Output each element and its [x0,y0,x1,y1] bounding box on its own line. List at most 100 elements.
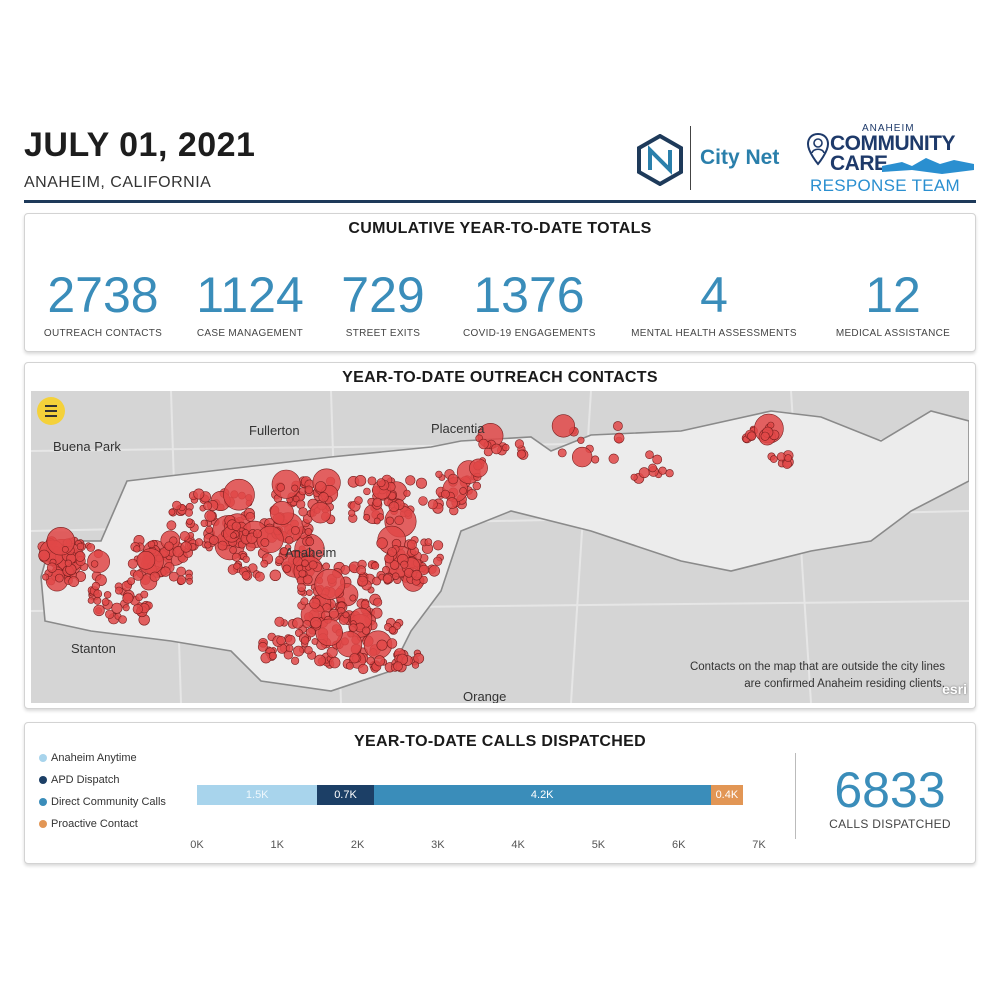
contact-marker [205,525,213,534]
legend-label: Anaheim Anytime [51,752,137,764]
contact-marker [291,484,299,492]
contact-marker [571,446,593,468]
contact-marker [301,559,309,567]
contact-marker [300,597,309,606]
contact-marker [74,551,86,562]
contact-marker [64,559,73,567]
contact-marker [61,545,69,553]
contact-marker [784,454,792,462]
contact-marker [275,555,284,565]
x-tick-label: 3K [431,839,445,851]
x-tick-label: 1K [270,839,285,851]
contact-marker [389,560,400,570]
contact-marker [115,586,123,595]
contact-marker [411,661,420,669]
contact-marker [308,560,318,570]
contact-marker [411,569,423,581]
stat-label: MEDICAL ASSISTANCE [835,328,951,339]
contact-marker [478,438,489,450]
contact-marker [371,607,383,619]
contact-marker [386,638,398,649]
contact-marker [260,559,269,568]
contact-marker [345,661,354,670]
contact-marker [358,663,369,675]
contact-marker [373,597,383,607]
contact-marker [241,570,251,580]
contact-marker [306,589,313,596]
contact-marker [348,509,356,517]
contact-marker [360,599,370,609]
esri-logo: esri [942,681,967,697]
contact-marker [132,604,143,615]
x-tick-label: 6K [671,839,686,851]
map-label-orange: Orange [463,689,507,703]
location-pin-icon [806,132,830,166]
contact-marker [195,538,204,547]
contact-marker [315,481,327,493]
contact-marker [428,565,440,577]
contact-marker [203,501,213,511]
contact-marker [447,473,459,485]
contact-marker [132,570,144,581]
contact-marker [357,575,368,587]
x-tick-label: 5K [591,839,606,851]
contact-marker [648,463,657,473]
contact-marker [314,568,346,600]
outreach-contact-markers [37,413,794,675]
contact-marker [164,541,174,551]
map-footnote: Contacts on the map that are outside the… [689,661,945,690]
contact-marker [363,513,370,521]
contact-marker [406,539,417,550]
contact-marker [630,473,638,481]
map-menu-button[interactable] [37,397,65,425]
stat-value: 1376 [473,267,585,323]
stat-outreach-contacts: 2738 OUTREACH CONTACTS [43,266,163,339]
contact-marker [122,592,134,604]
contact-marker [292,495,300,503]
contact-marker [298,569,307,578]
map-label-fullerton: Fullerton [249,423,300,438]
contact-marker [200,519,209,528]
calls-title: YEAR-TO-DATE CALLS DISPATCHED [354,733,646,750]
contact-marker [242,529,250,537]
map-label-placentia: Placentia [431,421,485,436]
contact-marker [269,569,282,582]
contact-marker [608,453,619,464]
map-label-anaheim: Anaheim [285,545,337,560]
stat-label: STREET EXITS [345,328,421,339]
calls-dispatched-card: YEAR-TO-DATE CALLS DISPATCHED Anaheim An… [24,722,976,864]
cc-logo-care: CARE [830,152,888,175]
contact-marker [127,558,138,569]
contact-marker [209,535,219,545]
totals-title: CUMULATIVE YEAR-TO-DATE TOTALS [348,220,652,237]
contact-marker [168,508,176,516]
contact-marker [557,448,567,458]
contact-marker [223,478,255,511]
contact-marker [105,609,115,619]
stat-value: 1124 [196,267,304,323]
contact-marker [322,562,331,571]
contact-marker [349,623,358,632]
contact-marker [305,627,316,638]
contact-marker [301,636,310,645]
contact-marker [166,520,177,531]
x-tick-label: 0K [190,839,204,851]
bar-data-label: 0.4K [715,789,739,801]
contact-marker [366,656,375,665]
contact-marker [392,572,400,580]
x-tick-label: 2K [350,839,365,851]
contact-marker [231,521,241,531]
contact-marker [433,540,444,551]
contact-marker [91,581,101,591]
contact-marker [459,487,467,495]
contact-marker [354,474,367,487]
bar-segment: 0.4K [710,785,743,805]
contact-marker [362,626,371,635]
legend-label: Proactive Contact [51,818,138,830]
contact-marker [290,525,300,535]
contact-marker [147,540,156,549]
contact-marker [268,651,277,660]
outreach-map[interactable]: Buena Park Fullerton Placentia Anaheim S… [31,391,969,703]
stat-label: CASE MANAGEMENT [196,328,304,339]
contact-marker [180,541,192,553]
